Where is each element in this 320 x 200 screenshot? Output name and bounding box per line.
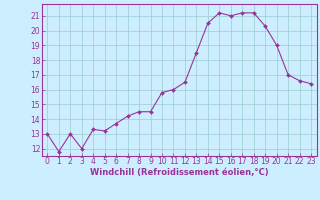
X-axis label: Windchill (Refroidissement éolien,°C): Windchill (Refroidissement éolien,°C) <box>90 168 268 177</box>
